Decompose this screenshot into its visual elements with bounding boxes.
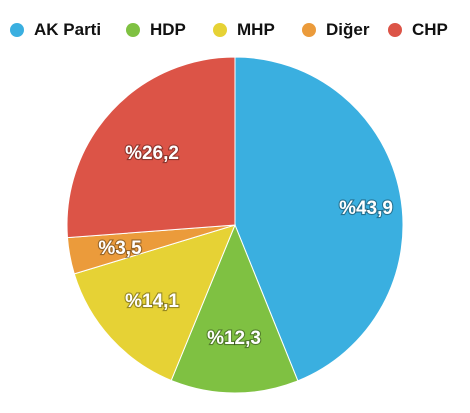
legend-label-diger: Diğer xyxy=(326,20,370,39)
legend-label-ak-parti: AK Parti xyxy=(34,20,102,39)
slice-label-chp: %26,2 xyxy=(125,143,179,164)
legend-swatch-mhp xyxy=(213,23,227,37)
legend-item-ak-parti: AK Parti xyxy=(10,17,101,43)
legend-label-chp: CHP xyxy=(412,20,448,39)
legend-label-hdp: HDP xyxy=(150,20,186,39)
legend-item-chp: CHP xyxy=(388,17,448,43)
legend-item-diger: Diğer xyxy=(302,17,369,43)
slice-label-ak-parti: %43,9 xyxy=(339,198,393,219)
legend-swatch-chp xyxy=(388,23,402,37)
pie-slices xyxy=(66,56,404,394)
pie-slice-hdp xyxy=(170,223,299,394)
legend-swatch-diger xyxy=(302,23,316,37)
legend-item-hdp: HDP xyxy=(126,17,186,43)
pie-labels: %43,9 %12,3 %14,1 %3,5 %26,2 xyxy=(97,142,394,350)
slice-label-hdp: %12,3 xyxy=(207,328,261,349)
legend-swatch-hdp xyxy=(126,23,140,37)
legend-swatch-ak-parti xyxy=(10,23,24,37)
legend-label-mhp: MHP xyxy=(237,20,275,39)
slice-label-diger: %3,5 xyxy=(98,238,142,259)
pie-slice-chp xyxy=(66,56,236,239)
pie-slice-ak-parti xyxy=(234,56,404,382)
slice-label-mhp: %14,1 xyxy=(125,291,179,312)
pie-slice-mhp xyxy=(73,224,236,382)
legend-item-mhp: MHP xyxy=(213,17,275,43)
legend: AK Parti HDP MHP Diğer CHP xyxy=(0,17,470,43)
